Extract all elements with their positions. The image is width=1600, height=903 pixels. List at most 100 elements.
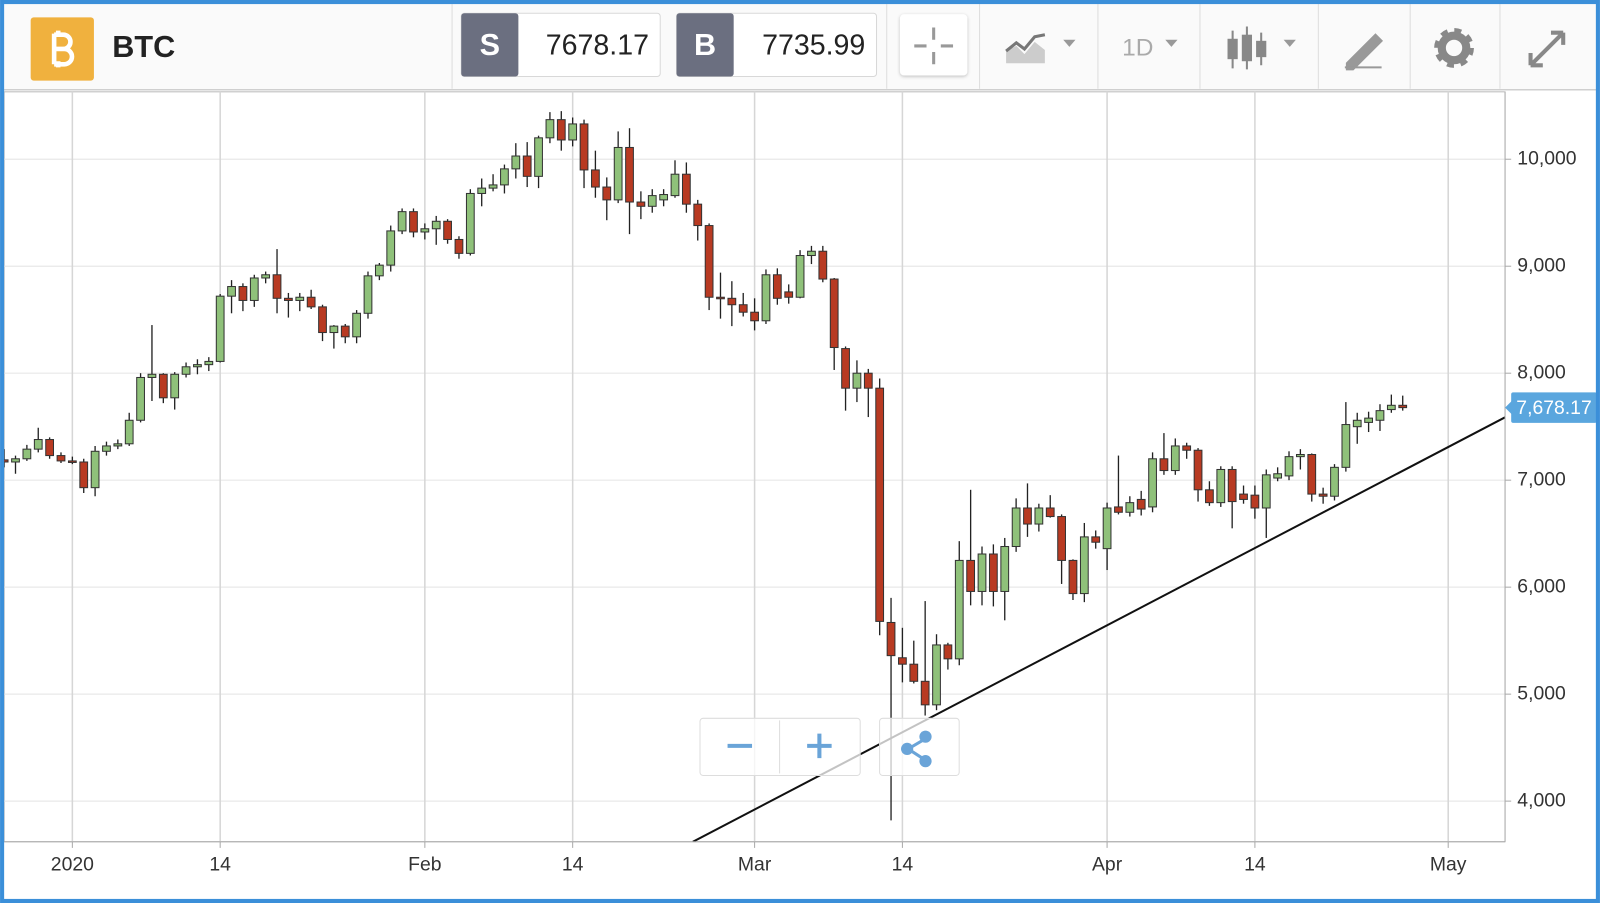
- share-node[interactable]: [901, 742, 914, 756]
- candle-body: [1102, 507, 1112, 550]
- candle-body: [397, 211, 407, 232]
- x-tick-label: 14: [1244, 853, 1266, 875]
- sell-tag[interactable]: [461, 13, 519, 77]
- y-tick-label: 10,000: [1517, 147, 1576, 169]
- x-tick-label: 14: [562, 853, 584, 875]
- candle-body: [818, 250, 828, 280]
- candle-body: [1261, 474, 1271, 509]
- candle-body: [454, 238, 464, 254]
- candle-body: [420, 228, 430, 233]
- caret[interactable]: [1165, 39, 1178, 47]
- candle-body: [11, 458, 20, 463]
- share-node[interactable]: [919, 755, 932, 768]
- crosshair-button[interactable]: [899, 14, 968, 76]
- candle-body: [477, 187, 487, 194]
- candle-body: [568, 123, 578, 141]
- candle-body: [1318, 493, 1328, 497]
- candles-icon[interactable]: [1227, 38, 1238, 60]
- candle-body: [352, 312, 362, 338]
- candle-body: [863, 372, 873, 389]
- x-tick-label: 14: [209, 853, 231, 875]
- candle-body: [795, 255, 805, 298]
- candle-body: [306, 296, 316, 308]
- zoom-controls: [699, 717, 960, 776]
- candle-body: [45, 439, 55, 457]
- candle-body: [170, 373, 180, 399]
- candle-body: [1375, 410, 1385, 421]
- last-price-tag: 7,678.17: [1505, 392, 1597, 423]
- x-tick-label: May: [1430, 853, 1467, 875]
- candle-style-button[interactable]: [1227, 26, 1296, 70]
- share-node[interactable]: [919, 730, 932, 743]
- y-tick-label: 6,000: [1517, 575, 1566, 597]
- interval-button[interactable]: 1D: [1122, 34, 1178, 61]
- buy-tag[interactable]: [676, 13, 734, 77]
- candle-body: [716, 296, 725, 300]
- candle-body: [977, 553, 987, 592]
- candle-body: [124, 419, 134, 445]
- candle-body: [704, 225, 714, 298]
- candle-body: [102, 445, 111, 452]
- caret[interactable]: [1283, 39, 1296, 47]
- candle-body: [1250, 494, 1260, 509]
- candle-body: [1068, 559, 1078, 595]
- candle-body: [841, 348, 850, 389]
- sell-button[interactable]: S 7678.17: [460, 12, 661, 78]
- fullscreen-icon[interactable]: [1528, 30, 1566, 68]
- candle-body: [340, 325, 350, 338]
- buy-label[interactable]: B: [694, 28, 716, 62]
- candle-body: [886, 621, 896, 657]
- candle-body: [1148, 458, 1157, 508]
- y-tick-label: 9,000: [1517, 254, 1566, 276]
- candle-body: [1136, 498, 1146, 510]
- settings-button[interactable]: [1434, 28, 1474, 68]
- candle-body: [261, 274, 271, 279]
- draw-tool-icon[interactable]: [1344, 33, 1384, 71]
- candles-icon[interactable]: [1241, 34, 1253, 62]
- candle-body: [1000, 545, 1010, 592]
- candle-body: [636, 201, 646, 207]
- price-tag: [1511, 392, 1597, 423]
- candle-body: [602, 186, 612, 201]
- candle-body: [272, 274, 282, 299]
- candle-body: [1114, 506, 1123, 513]
- candle-body: [522, 155, 532, 177]
- candle-body: [988, 553, 998, 592]
- buy-button[interactable]: B 7735.99: [676, 12, 878, 78]
- candle-body: [67, 460, 77, 463]
- buy-price[interactable]: 7735.99: [762, 29, 865, 61]
- crosshair-icon[interactable]: [914, 27, 954, 65]
- candle-body: [1057, 516, 1066, 561]
- candle-body: [693, 203, 703, 227]
- toolbar: BTC S 7678.17 B 7735.99 1D: [3, 3, 1597, 91]
- interval[interactable]: 1D: [1122, 34, 1153, 61]
- candle-body: [545, 119, 555, 139]
- share-box[interactable]: [879, 717, 960, 776]
- sell-label[interactable]: S: [480, 28, 500, 62]
- candle-body: [852, 372, 862, 389]
- candle-body: [22, 448, 32, 460]
- chart-type-button[interactable]: [1005, 33, 1076, 64]
- candle-body: [249, 277, 259, 301]
- candle-body: [1295, 453, 1305, 458]
- grid: [4, 91, 1506, 842]
- candle-body: [374, 264, 384, 277]
- line-icon[interactable]: [1006, 41, 1045, 64]
- candle-body: [1227, 468, 1237, 503]
- candle-body: [158, 373, 168, 399]
- candle-body: [1159, 458, 1169, 472]
- sell-price[interactable]: 7678.17: [546, 29, 649, 61]
- candle-body: [386, 230, 396, 266]
- zoom-in[interactable]: [807, 733, 832, 759]
- gear-body[interactable]: [1437, 31, 1471, 65]
- candles-icon[interactable]: [1256, 40, 1267, 58]
- candle-body: [727, 297, 737, 306]
- candle-body: [56, 455, 66, 462]
- candle-body: [920, 680, 930, 706]
- line-icon-stroke[interactable]: [1005, 33, 1046, 53]
- candle-body: [1386, 404, 1396, 411]
- x-tick-label: Feb: [408, 853, 441, 875]
- candle-body: [329, 325, 339, 334]
- candle-body: [409, 211, 418, 233]
- caret[interactable]: [1063, 39, 1076, 47]
